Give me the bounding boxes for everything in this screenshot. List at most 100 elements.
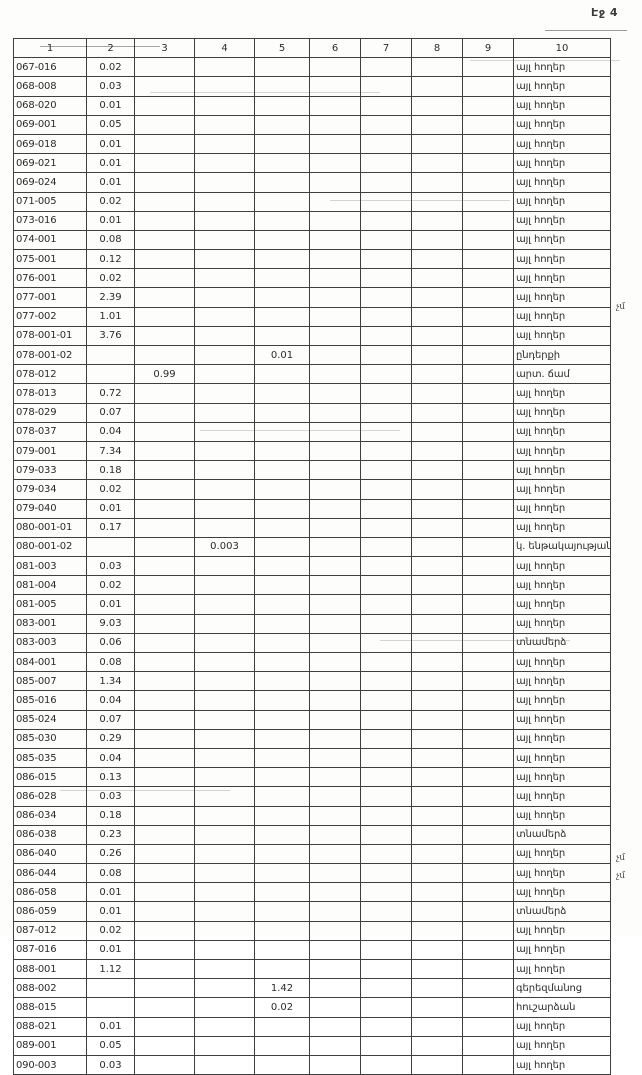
cell-area-col-2: 1.12 xyxy=(86,958,135,980)
column-header-1: 1 xyxy=(13,37,87,59)
table-row: 087-012 0.02 այլ հողեր xyxy=(13,920,611,941)
cell-land-category: այլ հողեր xyxy=(513,325,611,347)
land-registry-table-container: 1 2 3 4 5 6 7 8 9 10 067-016 0.02 այլ հողե… xyxy=(13,37,611,1075)
cell-area-col-5 xyxy=(254,958,310,980)
cell-area-col-4 xyxy=(194,306,255,327)
cell-land-category: այլ հողեր xyxy=(513,76,611,97)
cell-area-col-5 xyxy=(254,364,310,385)
cell-area-col-5: 0.01 xyxy=(254,344,310,366)
cell-land-category: տնամերձ xyxy=(513,901,611,922)
cell-land-category: այլ հողեր xyxy=(513,421,611,442)
cell-area-col-4 xyxy=(194,460,255,481)
table-row: 080-001-01 0.17 այլ հողեր xyxy=(13,517,611,538)
table-row: 086-059 0.01 տնամերձ xyxy=(13,901,611,922)
table-row: 083-001 9.03 այլ հողեր xyxy=(13,613,611,634)
cell-area-col-3 xyxy=(134,153,195,174)
cell-area-col-7 xyxy=(360,440,412,462)
cell-area-col-3 xyxy=(134,479,195,500)
cell-area-col-8 xyxy=(411,479,463,500)
cell-area-col-4 xyxy=(194,824,255,845)
cell-land-category: այլ հողեր xyxy=(513,958,611,980)
cell-area-col-8 xyxy=(411,210,463,231)
cell-area-col-2: 0.23 xyxy=(86,824,135,845)
cell-land-category: այլ հողեր xyxy=(513,268,611,289)
cell-area-col-2: 0.04 xyxy=(86,421,135,442)
cell-area-col-3 xyxy=(134,1035,195,1056)
cell-area-col-2: 0.03 xyxy=(86,556,135,577)
cell-area-col-5 xyxy=(254,613,310,634)
cell-area-col-6 xyxy=(309,709,361,730)
cell-parcel-code: 088-021 xyxy=(13,1016,87,1037)
cell-area-col-5 xyxy=(254,249,310,270)
cell-area-col-8 xyxy=(411,939,463,961)
cell-area-col-4 xyxy=(194,997,255,1018)
cell-parcel-code: 086-015 xyxy=(13,767,87,788)
cell-area-col-9 xyxy=(462,479,514,500)
cell-parcel-code: 084-001 xyxy=(13,651,87,673)
table-row: 089-001 0.05 այլ հողեր xyxy=(13,1035,611,1056)
cell-area-col-9 xyxy=(462,57,514,78)
cell-parcel-code: 086-059 xyxy=(13,901,87,922)
cell-area-col-2: 0.03 xyxy=(86,786,135,807)
cell-area-col-9 xyxy=(462,268,514,289)
cell-land-category: այլ հողեր xyxy=(513,671,611,692)
cell-area-col-4 xyxy=(194,613,255,634)
cell-area-col-9 xyxy=(462,191,514,212)
cell-parcel-code: 077-002 xyxy=(13,306,87,327)
cell-area-col-6 xyxy=(309,1035,361,1056)
cell-area-col-8 xyxy=(411,536,463,558)
cell-area-col-2: 0.03 xyxy=(86,1054,135,1075)
cell-parcel-code: 079-001 xyxy=(13,440,87,462)
cell-area-col-6 xyxy=(309,95,361,116)
cell-area-col-4 xyxy=(194,843,255,865)
cell-area-col-9 xyxy=(462,690,514,711)
cell-area-col-7 xyxy=(360,517,412,538)
cell-parcel-code: 078-012 xyxy=(13,364,87,385)
table-row: 074-001 0.08 այլ հողեր xyxy=(13,229,611,251)
cell-area-col-8 xyxy=(411,76,463,97)
column-header-2: 2 xyxy=(86,37,135,59)
cell-area-col-6 xyxy=(309,402,361,423)
cell-area-col-5 xyxy=(254,210,310,231)
table-row: 085-016 0.04 այլ հողեր xyxy=(13,690,611,711)
cell-area-col-7 xyxy=(360,479,412,500)
cell-area-col-3 xyxy=(134,575,195,596)
cell-area-col-9 xyxy=(462,229,514,251)
cell-area-col-6 xyxy=(309,344,361,366)
cell-area-col-3 xyxy=(134,958,195,980)
cell-area-col-2: 0.03 xyxy=(86,76,135,97)
cell-parcel-code: 085-024 xyxy=(13,709,87,730)
cell-area-col-6 xyxy=(309,575,361,596)
cell-area-col-6 xyxy=(309,651,361,673)
cell-area-col-6 xyxy=(309,517,361,538)
cell-parcel-code: 081-004 xyxy=(13,575,87,596)
cell-area-col-5 xyxy=(254,153,310,174)
table-row: 079-034 0.02 այլ հողեր xyxy=(13,479,611,500)
cell-area-col-9 xyxy=(462,421,514,442)
cell-area-col-2: 0.01 xyxy=(86,882,135,903)
cell-area-col-8 xyxy=(411,843,463,865)
cell-parcel-code: 068-020 xyxy=(13,95,87,116)
cell-area-col-9 xyxy=(462,594,514,615)
cell-parcel-code: 086-034 xyxy=(13,805,87,826)
cell-area-col-7 xyxy=(360,594,412,615)
cell-area-col-5 xyxy=(254,229,310,251)
cell-land-category: այլ հողեր xyxy=(513,709,611,730)
table-row: 078-001-02 0.01 ընդերքի xyxy=(13,344,611,366)
cell-area-col-8 xyxy=(411,978,463,999)
cell-area-col-7 xyxy=(360,1016,412,1037)
cell-area-col-6 xyxy=(309,153,361,174)
margin-annotation: չմ xyxy=(616,302,626,312)
table-row: 067-016 0.02 այլ հողեր xyxy=(13,57,611,78)
cell-area-col-8 xyxy=(411,786,463,807)
cell-area-col-3 xyxy=(134,594,195,615)
cell-area-col-2: 0.07 xyxy=(86,709,135,730)
cell-area-col-8 xyxy=(411,1054,463,1075)
cell-area-col-3 xyxy=(134,1016,195,1037)
cell-area-col-9 xyxy=(462,133,514,155)
cell-area-col-3 xyxy=(134,671,195,692)
cell-area-col-7 xyxy=(360,344,412,366)
cell-area-col-7 xyxy=(360,747,412,769)
cell-land-category: այլ հողեր xyxy=(513,153,611,174)
cell-area-col-4 xyxy=(194,325,255,347)
